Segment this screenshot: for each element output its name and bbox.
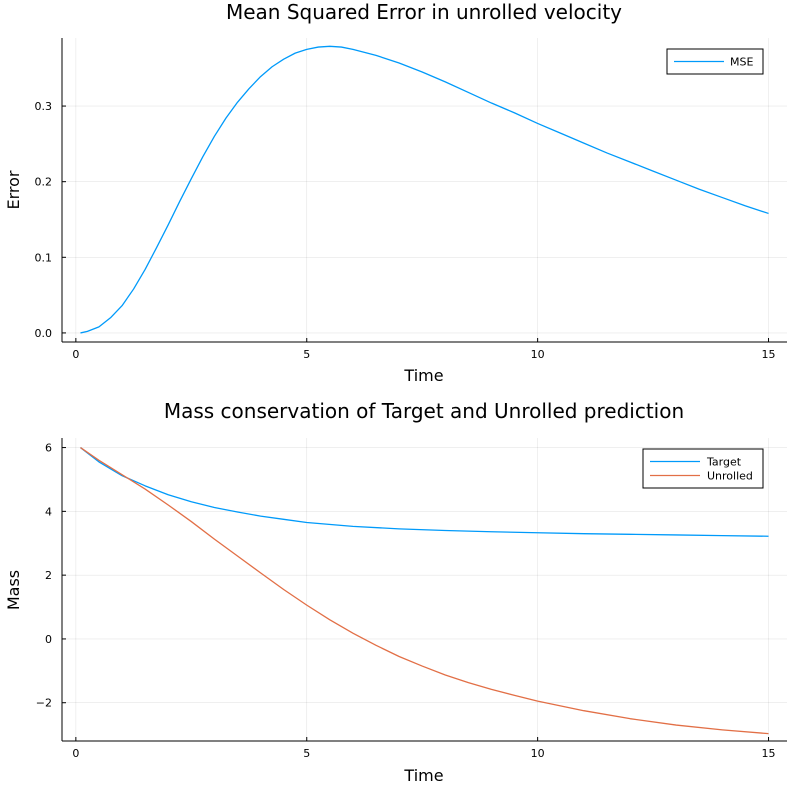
legend-label-mse: MSE [730,56,753,69]
chart-title: Mean Squared Error in unrolled velocity [226,0,622,24]
x-tick-label: 5 [303,747,310,760]
grid [62,438,787,741]
x-ticks: 0 5 10 15 [72,338,776,361]
x-tick-label: 15 [762,348,776,361]
y-tick-label: 0.2 [35,176,53,189]
series-line-unrolled [80,447,769,735]
y-tick-label: 0 [45,633,52,646]
legend: MSE [666,48,764,75]
y-tick-label: 0.1 [35,251,53,264]
x-tick-label: 5 [303,348,310,361]
legend: Target Unrolled [642,448,764,489]
y-axis-label: Error [4,170,23,209]
series-group [80,447,769,735]
y-ticks: 0.0 0.1 0.2 0.3 [35,100,66,340]
x-tick-label: 10 [531,747,545,760]
y-axis-label: Mass [4,570,23,610]
x-tick-label: 10 [531,348,545,361]
legend-label-target: Target [706,456,742,469]
x-axis-label: Time [403,366,443,385]
y-tick-label: 0.3 [35,100,53,113]
panel-mse: Mean Squared Error in unrolled velocity … [4,0,787,385]
panel-mass: Mass conservation of Target and Unrolled… [4,399,787,785]
x-tick-label: 0 [72,348,79,361]
y-tick-label: 2 [45,569,52,582]
y-ticks: −2 0 2 4 6 [36,442,66,710]
y-tick-label: 0.0 [35,327,53,340]
chart-title: Mass conservation of Target and Unrolled… [164,399,684,423]
series-group [80,45,769,334]
series-line-mse [80,45,769,334]
x-ticks: 0 5 10 15 [72,737,776,760]
y-tick-label: 6 [45,442,52,455]
series-line-target [80,447,769,537]
y-tick-label: 4 [45,505,52,518]
x-tick-label: 15 [762,747,776,760]
x-tick-label: 0 [72,747,79,760]
legend-label-unrolled: Unrolled [707,470,753,483]
y-tick-label: −2 [36,697,52,710]
legend-box [642,448,764,489]
grid [62,38,787,342]
x-axis-label: Time [403,766,443,785]
